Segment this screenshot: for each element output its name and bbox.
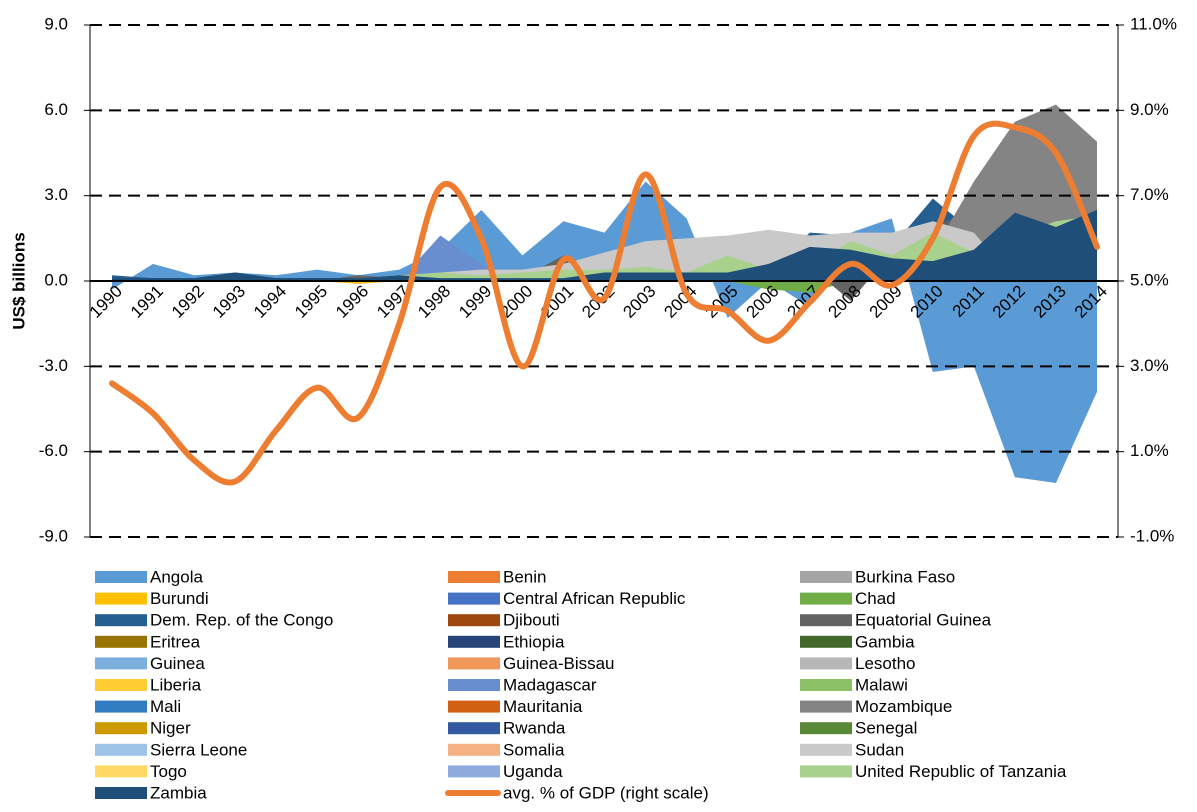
legend-label: Guinea-Bissau: [503, 654, 615, 673]
legend-swatch: [448, 592, 500, 605]
legend-swatch: [448, 679, 500, 691]
legend-swatch: [448, 743, 500, 756]
legend-swatch: [800, 592, 852, 605]
legend-label: Malawi: [855, 675, 908, 694]
x-tick-label: 1995: [291, 282, 331, 322]
legend-swatch: [95, 722, 147, 735]
legend-label: Niger: [150, 719, 191, 738]
x-tick-label: 1999: [455, 282, 495, 322]
legend-label: Gambia: [855, 632, 915, 651]
legend-label: United Republic of Tanzania: [855, 762, 1067, 781]
legend-swatch: [95, 700, 147, 713]
x-tick-label: 1991: [127, 282, 167, 322]
legend-label: Liberia: [150, 675, 202, 694]
legend-swatch: [800, 571, 852, 583]
y-tick-label: -3.0: [39, 356, 68, 375]
legend-swatch: [448, 722, 500, 735]
legend-swatch: [95, 765, 147, 778]
legend-swatch: [95, 679, 147, 691]
legend-label: Ethiopia: [503, 632, 565, 651]
legend-label: Uganda: [503, 762, 563, 781]
legend-label: Mali: [150, 697, 181, 716]
legend-swatch: [448, 765, 500, 778]
legend-label: Lesotho: [855, 654, 916, 673]
y-tick-label: -6.0: [39, 441, 68, 460]
legend-label: Togo: [150, 762, 187, 781]
legend-swatch: [800, 679, 852, 691]
x-tick-label: 1992: [168, 282, 208, 322]
legend-swatch: [95, 614, 147, 627]
legend-swatch: [800, 700, 852, 713]
x-tick-label: 1993: [209, 282, 249, 322]
legend-label: Guinea: [150, 654, 205, 673]
y-tick-label: 9.0: [44, 14, 68, 33]
legend-label: Dem. Rep. of the Congo: [150, 611, 333, 630]
y2-tick-label: 1.0%: [1130, 441, 1169, 460]
legend-label: Sudan: [855, 740, 904, 759]
legend-swatch: [95, 635, 147, 648]
legend-label: Eritrea: [150, 632, 201, 651]
y-tick-label: 3.0: [44, 185, 68, 204]
legend-label: Senegal: [855, 719, 917, 738]
legend-label: Burundi: [150, 589, 209, 608]
legend-label: Zambia: [150, 783, 207, 802]
legend-label: Djibouti: [503, 611, 560, 630]
y2-tick-label: -1.0%: [1130, 526, 1174, 545]
legend-swatch: [800, 614, 852, 627]
x-tick-label: 1990: [86, 282, 126, 322]
legend-label: Chad: [855, 589, 896, 608]
y-axis-title: US$ billions: [9, 232, 28, 329]
y-tick-label: -9.0: [39, 526, 68, 545]
legend-label: Madagascar: [503, 675, 597, 694]
legend-label: Burkina Faso: [855, 567, 955, 586]
legend-label: Rwanda: [503, 719, 566, 738]
legend-swatch: [95, 592, 147, 605]
y2-tick-label: 9.0%: [1130, 100, 1169, 119]
y2-tick-label: 7.0%: [1130, 185, 1169, 204]
legend-swatch: [800, 722, 852, 735]
legend-label: Sierra Leone: [150, 740, 247, 759]
y2-tick-label: 11.0%: [1130, 14, 1177, 33]
legend-swatch: [800, 743, 852, 756]
legend-swatch: [95, 571, 147, 583]
legend-label: Mozambique: [855, 697, 952, 716]
legend-label: Angola: [150, 567, 203, 586]
legend-swatch: [448, 614, 500, 627]
legend-swatch: [95, 657, 147, 670]
legend-label: Equatorial Guinea: [855, 611, 992, 630]
line: [109, 120, 1100, 486]
legend-swatch: [448, 571, 500, 583]
legend-swatch: [448, 657, 500, 670]
legend-label: Mauritania: [503, 697, 583, 716]
legend-label: avg. % of GDP (right scale): [503, 783, 709, 802]
y2-tick-label: 3.0%: [1130, 356, 1169, 375]
legend-swatch: [448, 700, 500, 713]
legend-swatch: [448, 635, 500, 648]
legend-label: Central African Republic: [503, 589, 686, 608]
x-tick-label: 1996: [332, 282, 372, 322]
legend-label: Somalia: [503, 740, 565, 759]
legend-label: Benin: [503, 567, 546, 586]
x-tick-label: 2003: [619, 282, 659, 322]
x-tick-label: 1994: [250, 282, 290, 322]
legend-swatch: [800, 635, 852, 648]
y-tick-label: 6.0: [44, 100, 68, 119]
legend-swatch: [800, 657, 852, 670]
legend-swatch: [95, 743, 147, 756]
y2-tick-label: 5.0%: [1130, 270, 1169, 289]
legend-swatch: [95, 787, 147, 799]
y-tick-label: 0.0: [44, 270, 68, 289]
x-tick-label: 1998: [414, 282, 454, 322]
legend-swatch: [800, 765, 852, 778]
